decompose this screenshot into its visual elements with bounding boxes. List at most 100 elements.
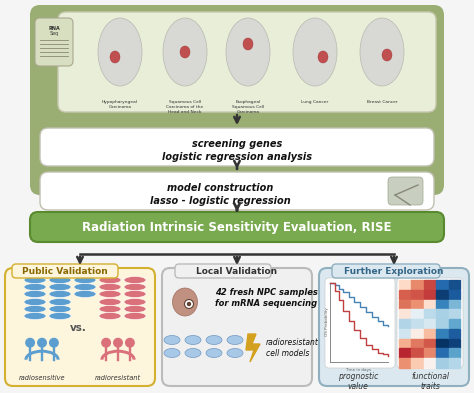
FancyBboxPatch shape [397,278,463,368]
Text: Further Exploration: Further Exploration [344,268,444,277]
Ellipse shape [180,46,190,58]
Bar [424,329,436,338]
Ellipse shape [102,338,110,347]
Bar [436,329,448,338]
Text: OS Probability: OS Probability [325,308,329,336]
Ellipse shape [124,290,146,298]
Ellipse shape [318,51,328,63]
Ellipse shape [124,299,146,305]
Bar [448,339,461,348]
Bar [448,309,461,319]
Ellipse shape [114,338,122,347]
FancyBboxPatch shape [58,12,436,112]
Bar [424,280,436,289]
Ellipse shape [206,349,222,358]
Ellipse shape [49,277,71,283]
Ellipse shape [74,290,96,298]
Bar [436,309,448,319]
Text: model construction: model construction [167,183,273,193]
Ellipse shape [99,277,121,283]
Bar [411,358,423,367]
Bar [399,339,411,348]
FancyBboxPatch shape [162,268,312,386]
Ellipse shape [226,18,270,86]
Ellipse shape [110,51,120,63]
Bar [411,299,423,309]
Bar [436,319,448,329]
Text: Radiation Intrinsic Sensitivity Evaluation, RISE: Radiation Intrinsic Sensitivity Evaluati… [82,222,392,235]
Bar [411,349,423,358]
Ellipse shape [99,283,121,290]
Bar [399,290,411,299]
Bar [399,299,411,309]
Bar [411,280,423,289]
Bar [448,290,461,299]
Text: Seq: Seq [49,31,59,37]
Text: 42 fresh NPC samples
for mRNA sequencing: 42 fresh NPC samples for mRNA sequencing [215,288,318,309]
Ellipse shape [360,18,404,86]
Text: radioresistant: radioresistant [95,375,141,381]
Text: Public Validation: Public Validation [22,268,108,277]
Ellipse shape [49,283,71,290]
Bar [411,339,423,348]
Bar [436,349,448,358]
FancyBboxPatch shape [388,177,423,205]
Ellipse shape [184,299,193,309]
Text: Hypopharyngeal
Carcinoma: Hypopharyngeal Carcinoma [102,100,138,109]
Ellipse shape [173,288,198,316]
Ellipse shape [26,338,34,347]
Bar [436,339,448,348]
Bar [424,319,436,329]
Text: logistic regression analysis: logistic regression analysis [162,152,312,162]
FancyBboxPatch shape [30,5,444,195]
Ellipse shape [293,18,337,86]
Bar [411,319,423,329]
Bar [436,299,448,309]
Bar [424,339,436,348]
FancyBboxPatch shape [40,128,434,166]
Ellipse shape [227,336,243,345]
Bar [448,349,461,358]
Bar [436,280,448,289]
Ellipse shape [50,338,58,347]
Text: Local Validation: Local Validation [196,268,278,277]
Bar [399,349,411,358]
FancyBboxPatch shape [30,212,444,242]
Ellipse shape [38,338,46,347]
Text: screening genes: screening genes [192,139,282,149]
Ellipse shape [24,277,46,283]
Ellipse shape [227,349,243,358]
FancyBboxPatch shape [40,172,434,210]
Ellipse shape [124,277,146,283]
Text: functional
traits: functional traits [411,372,449,391]
Bar [436,358,448,367]
Ellipse shape [99,312,121,320]
Ellipse shape [124,312,146,320]
Ellipse shape [164,349,180,358]
FancyBboxPatch shape [5,268,155,386]
Ellipse shape [163,18,207,86]
Ellipse shape [124,305,146,312]
Bar [399,319,411,329]
Ellipse shape [185,336,201,345]
Text: vs.: vs. [70,323,86,333]
Ellipse shape [164,336,180,345]
Ellipse shape [49,305,71,312]
Bar [411,309,423,319]
Bar [399,329,411,338]
Ellipse shape [188,303,191,305]
FancyBboxPatch shape [332,264,440,278]
Ellipse shape [74,277,96,283]
Ellipse shape [24,305,46,312]
Ellipse shape [124,283,146,290]
Text: Lung Cancer: Lung Cancer [301,100,328,104]
Bar [448,358,461,367]
Ellipse shape [24,290,46,298]
Ellipse shape [24,312,46,320]
Ellipse shape [74,283,96,290]
Ellipse shape [49,299,71,305]
FancyBboxPatch shape [35,18,73,66]
Text: radioresistant
cell models: radioresistant cell models [266,338,319,358]
Ellipse shape [206,336,222,345]
Text: Squamous Cell
Carcinoma of the
Head and Neck: Squamous Cell Carcinoma of the Head and … [166,100,204,114]
